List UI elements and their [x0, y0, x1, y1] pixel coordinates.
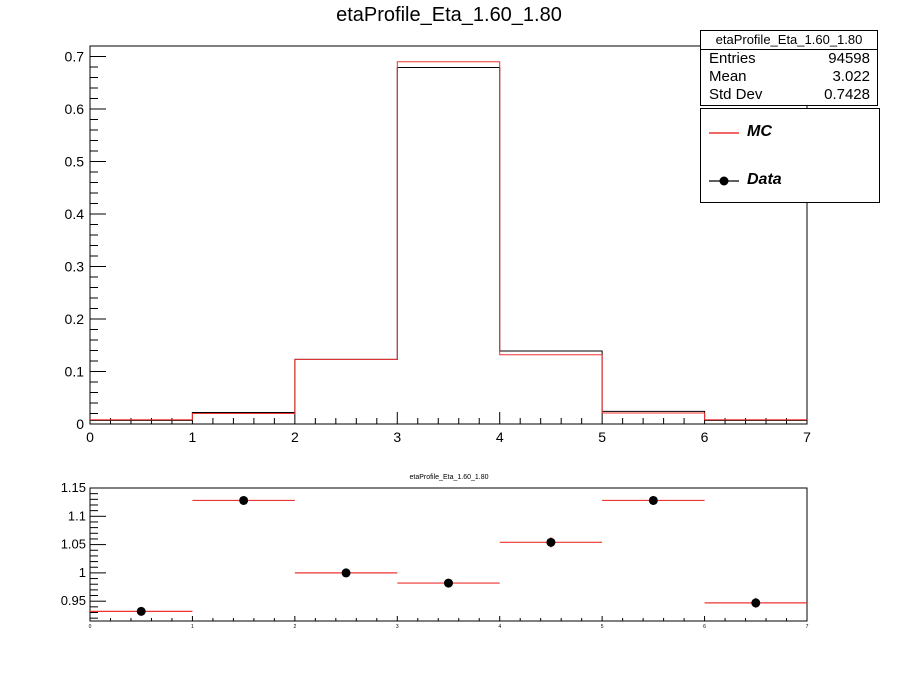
ratio-x-tick-label: 6 — [703, 624, 706, 630]
stats-row-mean: Mean 3.022 — [701, 68, 877, 86]
legend-item-data: Data — [701, 169, 879, 193]
data-histogram-line — [90, 67, 807, 421]
y-tick-label: 0.5 — [65, 154, 85, 170]
ratio-point — [546, 537, 556, 547]
x-tick-label: 4 — [496, 429, 504, 445]
stats-value: 94598 — [828, 50, 870, 67]
ratio-x-tick-label: 4 — [498, 624, 501, 630]
x-tick-label: 1 — [189, 429, 197, 445]
stats-row-stddev: Std Dev 0.7428 — [701, 86, 877, 104]
ratio-y-tick-label: 1.05 — [61, 537, 86, 552]
ratio-point — [444, 578, 453, 588]
y-tick-label: 0.3 — [65, 259, 85, 275]
ratio-x-tick-label: 5 — [601, 624, 604, 630]
ratio-y-tick-label: 1.15 — [61, 480, 86, 495]
ratio-title: etaProfile_Eta_1.60_1.80 — [409, 474, 488, 481]
ratio-x-tick-label: 0 — [89, 624, 92, 630]
legend: MC Data — [700, 108, 880, 203]
y-tick-label: 0.2 — [65, 311, 85, 327]
y-tick-label: 0.6 — [65, 101, 85, 117]
stats-value: 0.7428 — [824, 86, 870, 103]
ratio-x-tick-label: 1 — [191, 624, 194, 630]
stats-label: Entries — [709, 50, 756, 67]
ratio-point — [341, 568, 351, 578]
ratio-plot-frame — [89, 487, 808, 622]
x-tick-label: 6 — [701, 429, 709, 445]
ratio-x-tick-label: 7 — [806, 624, 809, 630]
ratio-x-tick-label: 3 — [396, 624, 399, 630]
x-tick-label: 0 — [86, 429, 94, 445]
chart-title: etaProfile_Eta_1.60_1.80 — [336, 4, 562, 26]
legend-label: Data — [747, 171, 782, 188]
stats-box: etaProfile_Eta_1.60_1.80 Entries 94598 M… — [700, 30, 878, 106]
ratio-y-tick-label: 1.1 — [68, 508, 86, 523]
x-tick-label: 5 — [598, 429, 606, 445]
y-tick-label: 0.7 — [65, 49, 85, 65]
legend-label: MC — [747, 123, 772, 140]
x-tick-label: 3 — [393, 429, 401, 445]
x-tick-label: 7 — [803, 429, 811, 445]
mc-histogram-line — [90, 61, 807, 421]
y-tick-label: 0 — [76, 416, 84, 432]
legend-item-mc: MC — [701, 121, 879, 145]
ratio-x-tick-label: 2 — [293, 624, 296, 630]
legend-line-symbol — [709, 132, 739, 134]
stats-title: etaProfile_Eta_1.60_1.80 — [701, 31, 877, 50]
ratio-point — [751, 598, 761, 608]
stats-label: Mean — [709, 68, 747, 85]
x-tick-label: 2 — [291, 429, 299, 445]
stats-value: 3.022 — [832, 68, 870, 85]
ratio-y-tick-label: 1 — [79, 565, 86, 580]
ratio-point — [136, 606, 146, 616]
stats-label: Std Dev — [709, 86, 763, 103]
y-tick-label: 0.4 — [65, 206, 85, 222]
stats-row-entries: Entries 94598 — [701, 50, 877, 68]
y-tick-label: 0.1 — [65, 364, 85, 380]
ratio-y-tick-label: 0.95 — [61, 593, 86, 608]
ratio-point — [239, 495, 249, 505]
legend-marker-symbol — [709, 176, 739, 186]
ratio-point — [648, 495, 658, 505]
